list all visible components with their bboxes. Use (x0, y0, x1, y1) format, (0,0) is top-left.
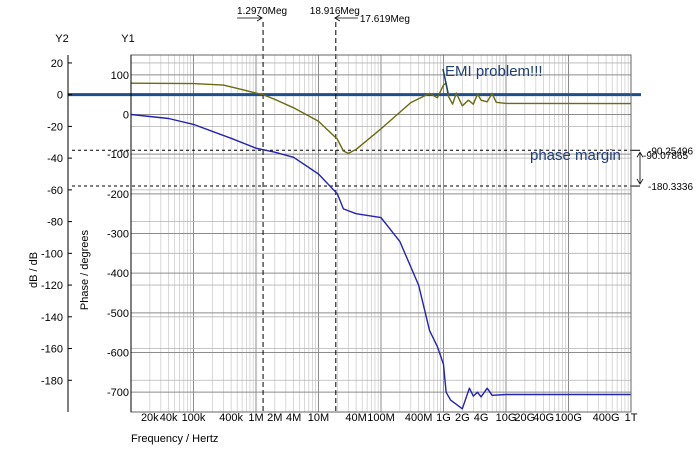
x-axis-title: Frequency / Hertz (131, 433, 218, 445)
x-tick-label: 1G (436, 412, 451, 424)
y1-tick-label: -400 (107, 268, 129, 280)
gain-db-series-line (130, 82, 632, 155)
series-layer (130, 82, 632, 410)
y1-tick-label: -100 (107, 149, 129, 161)
y2-axis-title: dB / dB (28, 252, 40, 288)
x-tick-label: 20G (514, 412, 535, 424)
cursor-arrowhead-left (334, 14, 341, 22)
emi-problem-annotation: EMI problem!!! (445, 63, 543, 80)
phase-margin-arrowhead-top (636, 151, 644, 158)
y2-tick-label: 20 (51, 58, 63, 70)
x-tick-label: 10G (496, 412, 517, 424)
x-tick-label: 2M (267, 412, 282, 424)
phase-deg-series-line (130, 113, 631, 410)
phase-margin-arrowhead-bottom (636, 178, 644, 185)
axis-layer: 20 0 -20 -40 -60 -80 -100 -120 -140 -160 -180 100 0 -… (41, 54, 638, 424)
cursor-label-1297meg: 1.2970Meg (237, 6, 287, 17)
y1-tick-label: -200 (107, 189, 129, 201)
x-tick-label: 100G (555, 412, 582, 424)
y1-tick-label: -300 (107, 229, 129, 241)
phase-cursor-label: -180.3336 (648, 182, 693, 193)
x-tick-label: 4G (474, 412, 489, 424)
x-tick-label: 100k (182, 412, 206, 424)
y1-tick-label: -500 (107, 308, 129, 320)
y2-tick-label: -60 (47, 185, 63, 197)
y2-axis-name: Y2 (55, 33, 68, 45)
x-tick-label: 100M (367, 412, 395, 424)
y2-tick-label: -160 (41, 344, 63, 356)
x-tick-label: 400k (219, 412, 243, 424)
x-tick-label: 40G (533, 412, 554, 424)
phase-margin-annotation: phase margin (530, 147, 621, 164)
emi-pointer-line (442, 68, 449, 94)
x-tick-label: 400M (405, 412, 433, 424)
x-tick-label: 1T (625, 412, 638, 424)
phase-cursor-label: -90.25496 (648, 146, 693, 157)
y2-tick-label: -40 (47, 153, 63, 165)
y2-tick-label: -80 (47, 217, 63, 229)
y1-tick-label: -700 (107, 387, 129, 399)
x-tick-label: 20k (141, 412, 159, 424)
y2-tick-label: -180 (41, 375, 63, 387)
y1-axis-title: Phase / degrees (79, 229, 91, 310)
x-tick-label: 40k (160, 412, 178, 424)
label-layer: -90.25496 -180.3336 1.2970Meg 18.916Meg17.6… (237, 6, 693, 193)
x-tick-label: 2G (455, 412, 470, 424)
cursor-arrowhead-right (256, 14, 263, 22)
y2-tick-label: -100 (41, 248, 63, 260)
x-tick-label: 10M (308, 412, 329, 424)
y2-tick-label: -140 (41, 312, 63, 324)
y1-tick-label: 100 (111, 70, 129, 82)
marker-layer (68, 14, 644, 412)
y1-tick-label: 0 (123, 110, 129, 122)
x-tick-label: 1M (248, 412, 263, 424)
phase-margin-value: -90.07865 (643, 151, 688, 162)
cursor-label-18916meg: 18.916Meg (310, 6, 360, 17)
y1-axis-name: Y1 (121, 33, 134, 45)
x-tick-label: 400G (593, 412, 620, 424)
x-tick-label: 4M (286, 412, 301, 424)
y2-tick-label: -20 (47, 121, 63, 133)
y2-tick-label: 0 (57, 90, 63, 102)
x-tick-label: 40M (345, 412, 366, 424)
cursor-label-17619meg: 17.619Meg (360, 14, 410, 25)
y2-tick-label: -120 (41, 280, 63, 292)
y1-tick-label: -600 (107, 348, 129, 360)
